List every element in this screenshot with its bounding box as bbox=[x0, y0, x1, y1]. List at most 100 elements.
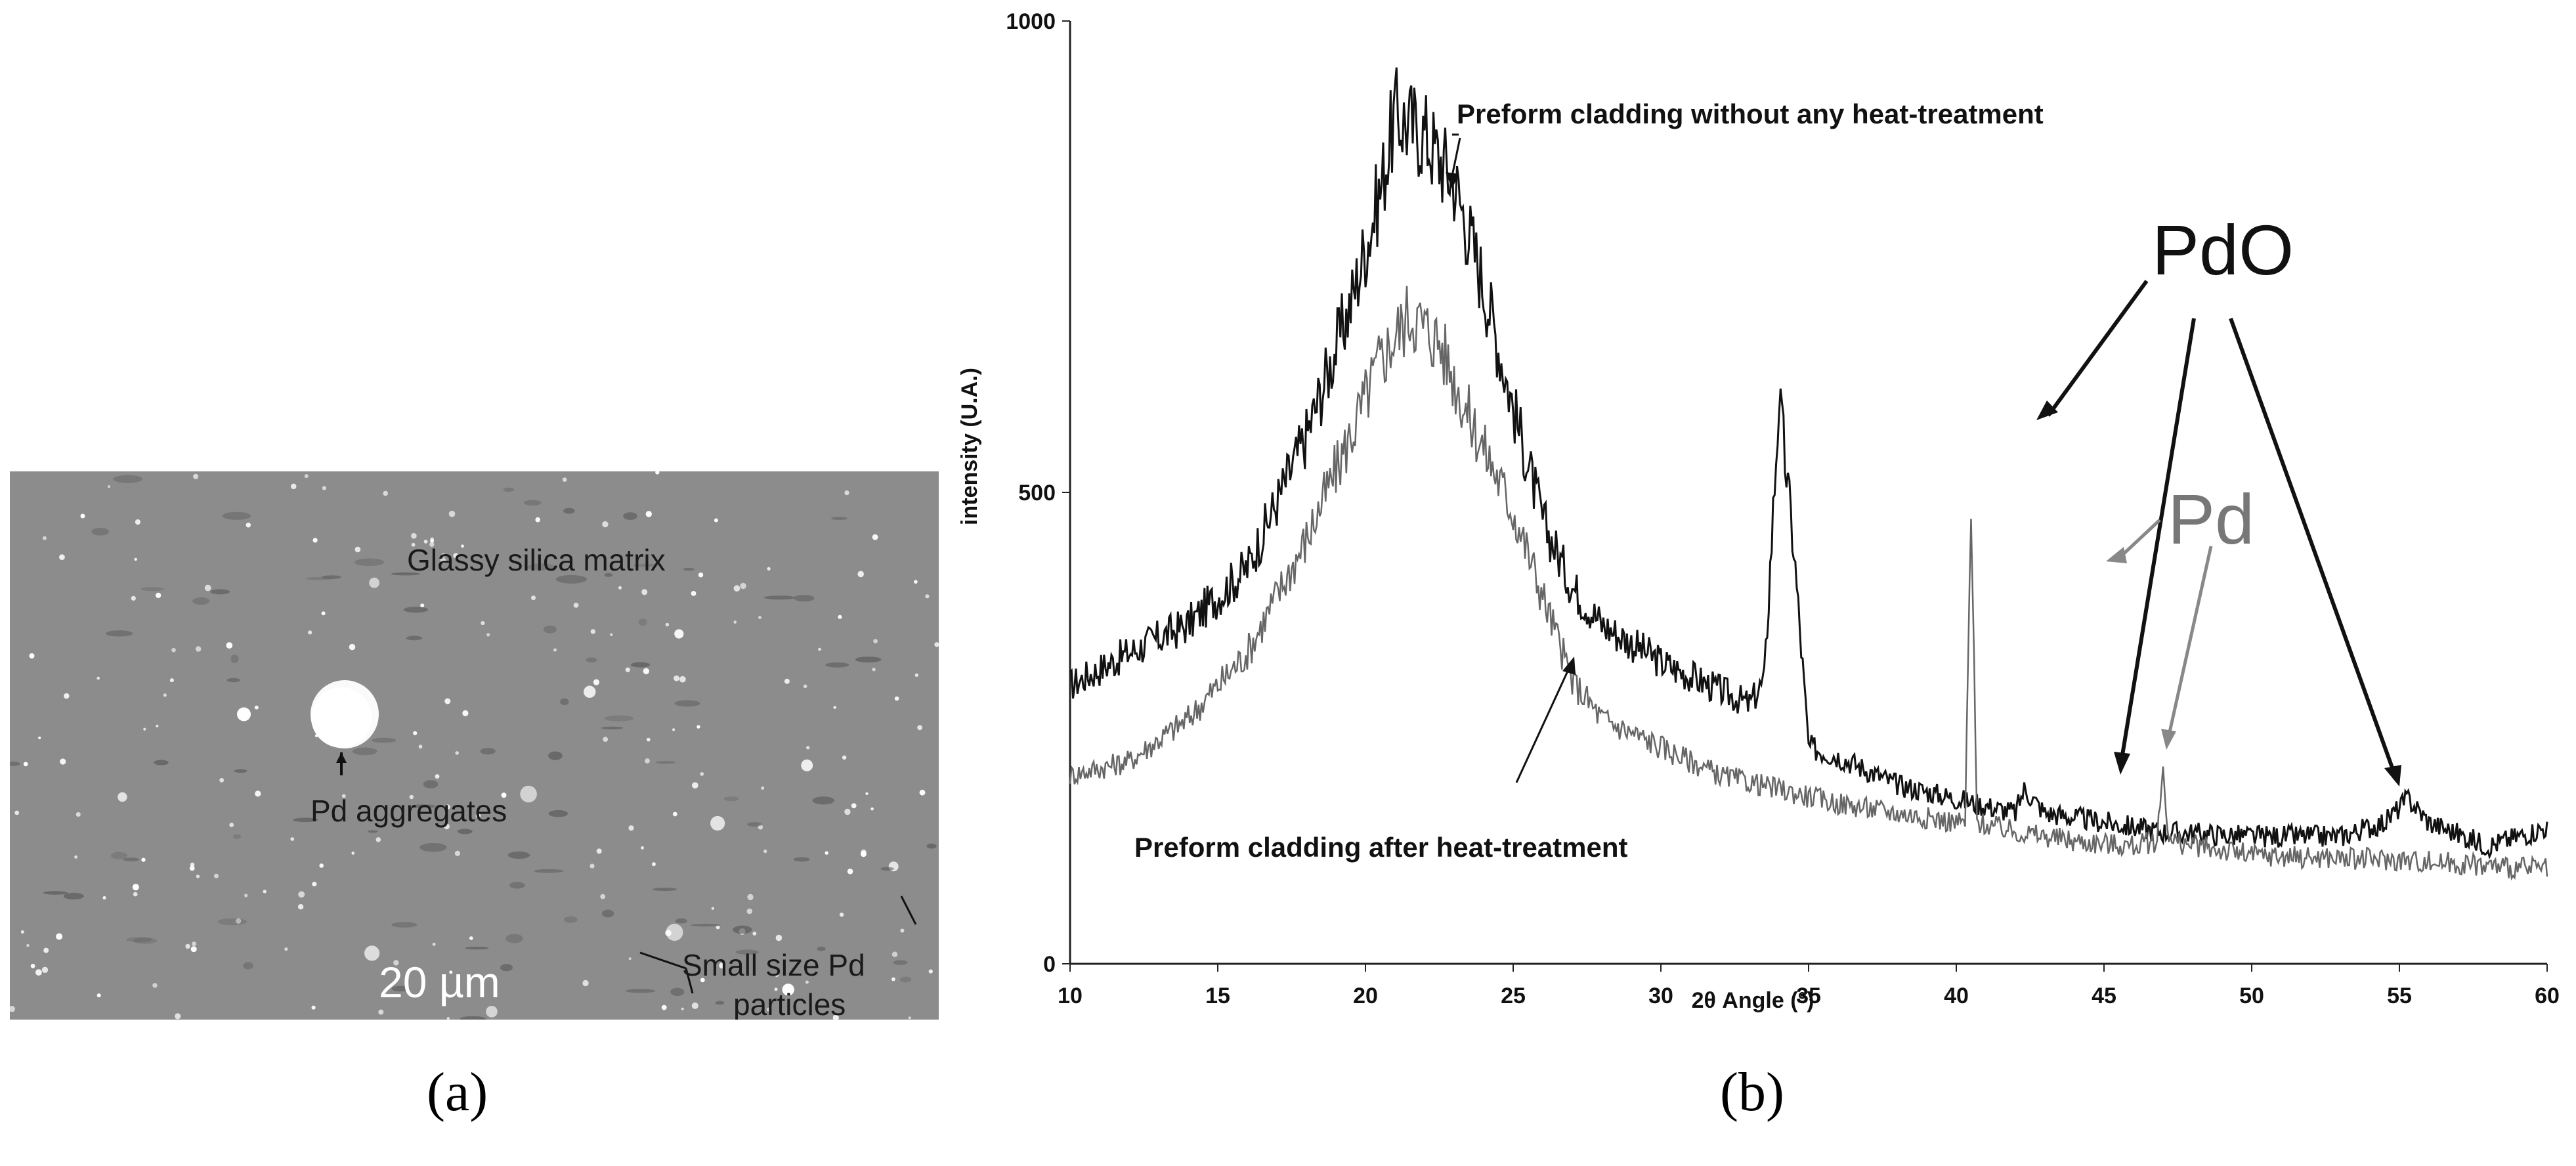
pd-particle bbox=[531, 595, 536, 601]
pd-particle bbox=[818, 647, 821, 651]
annotation-unheated: Preform cladding without any heat-treatm… bbox=[1457, 98, 2044, 129]
matrix-defect bbox=[652, 888, 677, 892]
pd-particle bbox=[894, 696, 899, 701]
matrix-defect bbox=[222, 511, 251, 520]
pd-particle bbox=[156, 592, 161, 598]
pd-particle bbox=[236, 918, 242, 924]
x-tick-label: 25 bbox=[1501, 983, 1526, 1008]
matrix-defect bbox=[391, 985, 410, 992]
pd-particle bbox=[193, 473, 199, 479]
matrix-defect bbox=[691, 924, 721, 927]
pd-particle bbox=[520, 785, 537, 803]
pd-particle bbox=[928, 969, 933, 974]
pd-particle bbox=[369, 577, 379, 588]
pd-particle bbox=[152, 983, 158, 988]
matrix-defect bbox=[880, 867, 894, 871]
pd-particle bbox=[354, 546, 361, 553]
pd-particle bbox=[891, 951, 898, 957]
pd-particle bbox=[763, 850, 767, 853]
pd-particle bbox=[229, 823, 234, 827]
pd-particle bbox=[672, 728, 676, 731]
series-line-unheated bbox=[1069, 67, 2548, 860]
matrix-defect bbox=[63, 892, 84, 899]
pd-particle bbox=[219, 778, 225, 783]
matrix-defect bbox=[154, 760, 169, 766]
pd-particle bbox=[674, 675, 679, 681]
matrix-defect bbox=[633, 563, 659, 567]
pd-particle bbox=[453, 553, 459, 559]
pd-particle bbox=[641, 846, 644, 850]
pd-particle bbox=[914, 580, 918, 584]
pd-particle bbox=[766, 1007, 771, 1012]
matrix-defect bbox=[91, 528, 110, 536]
pd-particle bbox=[553, 648, 557, 652]
y-tick-label: 1000 bbox=[1006, 9, 1056, 34]
annotation-heated: Preform cladding after heat-treatment bbox=[1134, 832, 1628, 863]
pd-particle bbox=[691, 1002, 698, 1009]
x-tick-label: 55 bbox=[2387, 983, 2412, 1008]
pd-particle bbox=[204, 584, 211, 592]
pd-particle bbox=[698, 572, 704, 578]
pd-particle bbox=[432, 942, 436, 946]
pd-particle bbox=[143, 727, 146, 731]
pd-particle bbox=[645, 511, 652, 517]
arrow-pdo-34 bbox=[2046, 280, 2149, 417]
matrix-defect bbox=[406, 636, 423, 641]
matrix-defect bbox=[534, 869, 564, 873]
pd-particle bbox=[679, 676, 686, 683]
pd-particle bbox=[873, 639, 878, 643]
matrix-defect bbox=[352, 747, 377, 756]
matrix-defect bbox=[192, 597, 210, 605]
pd-particle bbox=[610, 633, 613, 636]
pd-particle bbox=[74, 855, 78, 859]
pd-particle bbox=[23, 762, 28, 767]
pd-particle bbox=[573, 603, 579, 608]
pd-particle bbox=[593, 679, 600, 685]
pd-particle bbox=[917, 725, 922, 731]
matrix-defect bbox=[505, 934, 523, 943]
small-particles-label-line1: Small size Pd bbox=[682, 948, 865, 982]
pd-particle bbox=[733, 585, 741, 592]
matrix-defect bbox=[638, 618, 647, 626]
arrow-heated bbox=[1515, 668, 1570, 783]
matrix-defect bbox=[411, 804, 435, 808]
matrix-defect bbox=[503, 487, 515, 492]
matrix-defect bbox=[500, 964, 513, 972]
pd-particle bbox=[596, 848, 602, 854]
pd-particle bbox=[628, 957, 632, 961]
pd-particle bbox=[43, 947, 49, 953]
pd-particle bbox=[448, 510, 456, 517]
pd-particle bbox=[774, 987, 778, 991]
matrix-defect bbox=[419, 843, 447, 852]
pd-particle bbox=[844, 808, 851, 815]
pd-particle bbox=[192, 941, 197, 947]
matrix-defect bbox=[683, 567, 695, 571]
glassy-silica-matrix-label: Glassy silica matrix bbox=[407, 543, 666, 577]
pd-particle bbox=[590, 863, 595, 869]
pd-particle bbox=[29, 653, 35, 659]
pd-particle bbox=[919, 789, 926, 796]
pd-particle bbox=[805, 980, 809, 984]
pd-particle bbox=[806, 746, 810, 750]
matrix-defect bbox=[217, 918, 247, 926]
pd-particle bbox=[661, 1004, 667, 1010]
pd-particle bbox=[190, 862, 195, 867]
pd-particle bbox=[364, 945, 380, 961]
pd-particle bbox=[156, 724, 159, 727]
matrix-defect bbox=[391, 922, 418, 928]
pd-particle bbox=[775, 934, 783, 941]
matrix-defect bbox=[893, 960, 908, 965]
matrix-defect bbox=[234, 769, 247, 773]
pd-particle bbox=[298, 891, 305, 898]
pd-particle bbox=[42, 536, 47, 540]
pd-particle bbox=[674, 629, 684, 639]
pd-particle bbox=[801, 759, 813, 771]
pd-particle bbox=[860, 851, 867, 857]
pd-particle bbox=[719, 962, 725, 969]
pd-particle bbox=[297, 904, 304, 910]
matrix-defect bbox=[133, 938, 158, 944]
pd-particle bbox=[169, 678, 174, 683]
matrix-defect bbox=[526, 563, 556, 571]
pd-particle bbox=[319, 863, 324, 868]
pd-particle bbox=[842, 755, 847, 760]
